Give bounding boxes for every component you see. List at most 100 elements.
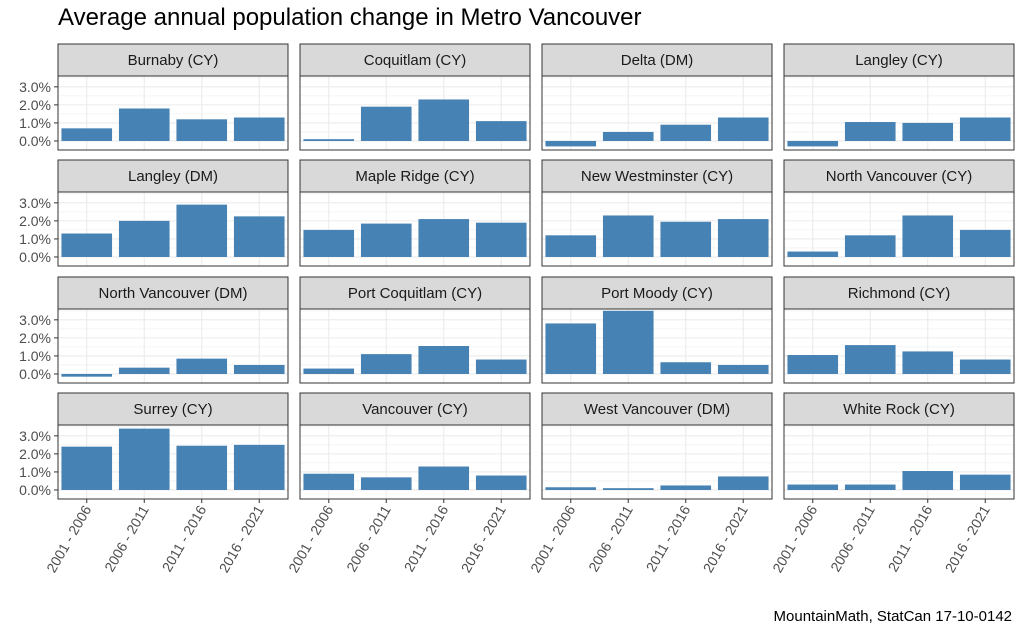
facet-panel: Coquitlam (CY) [299,43,531,151]
y-tick-label: 3.0% [19,428,51,444]
y-tick-label: 0.0% [19,366,51,382]
data-bar [233,364,285,374]
data-bar [660,124,712,141]
facet-strip [299,43,531,77]
y-tick-label: 2.0% [19,97,51,113]
facet-label: Vancouver (CY) [362,401,468,418]
facet-label: Burnaby (CY) [128,52,219,69]
data-bar [602,310,654,374]
x-tick-label: 2006 - 2011 [101,502,152,574]
facet-strip [57,43,289,77]
y-tick-label: 3.0% [19,79,51,95]
chart-caption: MountainMath, StatCan 17-10-0142 [773,608,1012,625]
facet-label: Delta (DM) [621,52,694,69]
y-tick-label: 0.0% [19,482,51,498]
panel-border [783,75,1015,151]
data-bar [303,473,355,490]
data-bar [844,484,896,490]
data-bar [902,122,954,141]
facet-panel: West Vancouver (DM) 2001 - 2006 2006 - 201… [527,392,773,575]
facet-strip [541,43,773,77]
data-bar [475,475,527,490]
y-tick-label: 2.0% [19,213,51,229]
chart-title: Average annual population change in Metr… [58,4,642,31]
panel-border [783,191,1015,267]
facet-strip [299,159,531,193]
facet-label: Langley (DM) [128,168,218,185]
data-bar [418,219,470,257]
facet-label: West Vancouver (DM) [584,401,730,418]
x-tick-label: 2001 - 2006 [769,502,820,575]
data-bar [602,488,654,490]
data-bar [959,229,1011,257]
data-bar [787,355,839,374]
x-tick-label: 2006 - 2011 [827,502,878,574]
panel-border [783,424,1015,500]
data-bar [902,471,954,490]
data-bar [545,323,597,374]
panel-border [541,424,773,500]
facet-panel: Langley (DM) 0.0% 1.0% 2.0% 3.0% [19,159,289,267]
facet-label: Coquitlam (CY) [364,52,467,69]
data-bar [233,216,285,257]
panel-border [783,308,1015,384]
y-tick-label: 1.0% [19,464,51,480]
data-bar [475,222,527,257]
data-bar [475,359,527,374]
facet-strip [541,159,773,193]
y-tick-label: 2.0% [19,446,51,462]
data-bar [418,466,470,490]
data-bar [303,139,355,141]
x-tick-label: 2006 - 2011 [585,502,636,574]
data-bar [844,345,896,374]
data-bar [787,251,839,257]
y-tick-label: 1.0% [19,231,51,247]
y-tick-label: 0.0% [19,249,51,265]
data-bar [118,428,170,490]
y-tick-label: 3.0% [19,312,51,328]
facet-label: Richmond (CY) [848,285,951,302]
facet-panel: Surrey (CY)0.0%1.0%2.0%3.0%2001 - 2006 20… [19,392,289,575]
facet-panel: Richmond (CY) [783,276,1015,384]
data-bar [959,359,1011,374]
data-bar [360,223,412,257]
data-bar [61,373,113,377]
facet-label: Port Moody (CY) [601,285,713,302]
x-tick-label: 2001 - 2006 [285,502,336,575]
facet-panel: Langley (CY) [783,43,1015,151]
data-bar [959,474,1011,490]
panel-border [541,191,773,267]
facet-panel: North Vancouver (CY) [783,159,1015,267]
data-bar [303,229,355,257]
panel-border [299,424,531,500]
data-bar [660,485,712,490]
y-tick-label: 2.0% [19,330,51,346]
data-bar [61,128,113,141]
data-bar [176,445,228,490]
y-tick-label: 1.0% [19,115,51,131]
data-bar [545,235,597,257]
panel-border [57,191,289,267]
x-tick-label: 2011 - 2016 [401,502,452,574]
y-tick-label: 0.0% [19,133,51,149]
data-bar [959,117,1011,141]
data-bar [787,140,839,147]
facet-label: White Rock (CY) [843,401,955,418]
data-bar [717,219,769,257]
facet-strip [299,392,531,426]
data-bar [418,99,470,141]
x-tick-label: 2016 - 2021 [942,502,993,575]
panel-border [541,75,773,151]
data-bar [118,220,170,257]
data-bar [717,117,769,141]
facet-panel: Maple Ridge (CY) [299,159,531,267]
data-bar [844,235,896,257]
facet-label: North Vancouver (DM) [99,285,248,302]
facet-panel: New Westminster (CY) [541,159,773,267]
facet-strip [57,276,289,310]
data-bar [176,358,228,374]
data-bar [660,362,712,374]
data-bar [233,117,285,141]
data-bar [418,346,470,374]
